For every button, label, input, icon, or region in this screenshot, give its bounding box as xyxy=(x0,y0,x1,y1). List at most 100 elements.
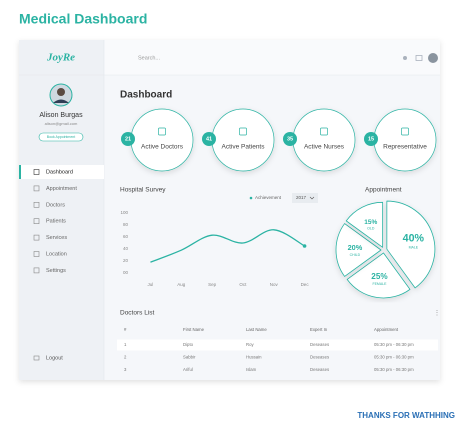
appointment-button-label[interactable]: Book Appointment xyxy=(47,135,75,139)
stat-badge xyxy=(121,132,135,146)
pie-category-label: OLD xyxy=(367,226,375,230)
stat-circle[interactable] xyxy=(292,108,356,172)
x-tick-label: Dec xyxy=(301,282,310,287)
nav-icon[interactable] xyxy=(33,267,40,274)
table-cell: Ariful xyxy=(183,367,193,372)
legend-dot xyxy=(249,196,253,200)
table-cell: 05:30 pm - 06:30 pm xyxy=(374,367,414,372)
nav-icon[interactable] xyxy=(33,218,40,224)
table-cell: Sabbir xyxy=(183,355,196,360)
table-header: First Name xyxy=(183,327,205,332)
stat-badge xyxy=(283,132,297,146)
nav-item[interactable]: Patients xyxy=(46,219,66,225)
x-tick-label: Sep xyxy=(208,282,217,287)
end-point xyxy=(302,244,307,248)
stat-icon xyxy=(158,127,166,136)
nav-item[interactable]: Settings xyxy=(46,268,66,274)
footer: THANKS FOR WATHHING xyxy=(357,411,455,420)
nav-icon[interactable] xyxy=(33,185,40,192)
appointment-button[interactable] xyxy=(38,132,84,142)
user-icon[interactable] xyxy=(403,56,407,60)
logo[interactable]: JoyRe xyxy=(46,52,75,64)
pie-value-label: 20% xyxy=(348,243,363,252)
profile-email: alison@gmail.com xyxy=(45,121,78,126)
y-tick-label: 00 xyxy=(123,270,129,275)
pie-value-label: 15% xyxy=(364,219,377,226)
stat-circle[interactable] xyxy=(130,108,194,172)
nav-active-bg xyxy=(19,165,104,179)
x-tick-label: Oct xyxy=(239,282,247,287)
table-cell: 1 xyxy=(124,342,127,347)
table-cell: 05:30 pm - 06:30 pm xyxy=(374,342,414,347)
pie-slice[interactable] xyxy=(386,200,436,289)
y-tick-label: 20 xyxy=(123,258,129,263)
pie-value-label: 25% xyxy=(371,272,388,281)
stat-circle[interactable] xyxy=(373,108,437,172)
pie-value-label: 40% xyxy=(403,232,425,244)
logout[interactable]: Logout xyxy=(46,355,63,361)
table-cell: Roy xyxy=(246,342,254,347)
y-tick-label: 100 xyxy=(120,210,128,215)
nav-icon[interactable] xyxy=(33,251,40,257)
table-header: Expert In xyxy=(310,327,328,332)
page-title: Medical Dashboard xyxy=(19,11,147,27)
legend-label: Achievement xyxy=(255,195,282,200)
table-cell: 2 xyxy=(124,355,127,360)
x-tick-label: Jul xyxy=(148,282,154,287)
mail-icon[interactable] xyxy=(415,55,423,61)
avatar-head xyxy=(57,88,65,96)
table-row-bg xyxy=(117,339,438,351)
table-menu[interactable]: ⋮ xyxy=(434,311,440,317)
stat-circle[interactable] xyxy=(211,108,275,172)
stat-label: Representative xyxy=(383,144,427,151)
pie-slice[interactable] xyxy=(346,252,411,299)
nav-item[interactable]: Dashboard xyxy=(46,169,73,175)
stat-icon xyxy=(320,127,328,136)
nav-item[interactable]: Appointment xyxy=(46,186,77,192)
pie-slice[interactable] xyxy=(335,223,382,277)
pie-category-label: CHILD xyxy=(350,253,361,257)
logout-icon[interactable] xyxy=(33,355,40,361)
nav-icon[interactable] xyxy=(33,169,40,175)
stat-value: 35 xyxy=(287,136,293,142)
nav-item[interactable]: Location xyxy=(46,251,67,257)
nav-item[interactable]: Doctors xyxy=(46,202,65,208)
table-cell: Islam xyxy=(246,367,257,372)
line-series xyxy=(150,229,305,263)
x-tick-label: Aug xyxy=(177,282,186,287)
avatar-body xyxy=(53,99,69,103)
pie-category-label: MALE xyxy=(409,245,419,249)
year-dropdown-label[interactable]: 2017 xyxy=(296,195,307,200)
year-dropdown[interactable] xyxy=(292,193,318,203)
dropdown-arrow xyxy=(309,196,315,200)
stat-value: 15 xyxy=(368,136,374,142)
profile-icon[interactable] xyxy=(428,53,438,63)
profile-name: Alison Burgas xyxy=(39,112,83,119)
table-cell: 05:30 pm - 06:30 pm xyxy=(374,355,414,360)
topbar xyxy=(104,40,440,75)
search[interactable]: Search... xyxy=(138,55,160,61)
table-header: Appointment xyxy=(374,327,399,332)
stat-value: 21 xyxy=(125,136,131,142)
stat-badge xyxy=(202,132,216,146)
nav-icon[interactable] xyxy=(33,234,40,241)
stat-label: Active Patients xyxy=(222,144,266,151)
table-header: Last Name xyxy=(246,327,267,332)
table-title: Doctors List xyxy=(120,310,155,317)
table-cell: Dipto xyxy=(183,342,194,347)
pie-category-label: FEMALE xyxy=(372,282,387,286)
table-cell: Hussain xyxy=(246,355,262,360)
pie-slice[interactable] xyxy=(345,201,384,248)
chart-title: Hospital Survey xyxy=(120,187,166,194)
table-cell: 3 xyxy=(124,367,127,372)
stat-icon xyxy=(239,127,247,136)
nav-item[interactable]: Services xyxy=(46,235,67,241)
y-tick-label: 40 xyxy=(123,246,129,251)
stat-badge xyxy=(364,132,378,146)
table-cell: Deseases xyxy=(310,355,329,360)
table-cell: Deseases xyxy=(310,342,329,347)
nav-icon[interactable] xyxy=(33,202,40,208)
nav-active-bar xyxy=(19,165,21,179)
heading: Dashboard xyxy=(120,90,172,101)
